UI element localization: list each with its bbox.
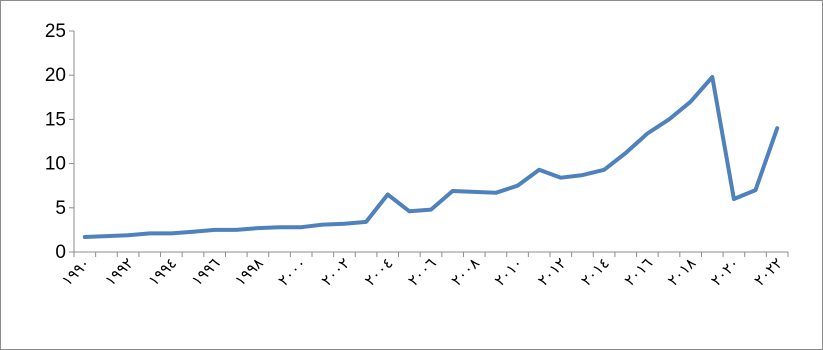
x-tick-label: ١٩٩٢ xyxy=(101,254,137,290)
x-tick-label: ٢٠١٢ xyxy=(534,254,570,290)
y-tick-label: 10 xyxy=(45,154,66,175)
x-tick-label: ٢٠٠٢ xyxy=(318,254,354,290)
series-group xyxy=(85,77,777,237)
x-tick-label: ٢٠٠٠ xyxy=(274,254,310,290)
x-tick-label: ٢٠٠٨ xyxy=(448,254,484,290)
x-tick-label: ٢٠١٤ xyxy=(577,254,613,290)
y-tick-label: 20 xyxy=(45,65,66,86)
x-tick-label: ١٩٩٨ xyxy=(231,254,267,290)
x-tick-label: ٢٠١٠ xyxy=(491,254,527,290)
y-tick-label: 5 xyxy=(55,198,66,219)
y-tick-label: 15 xyxy=(45,109,66,130)
series-line-0 xyxy=(85,77,777,237)
x-tick-label: ١٩٩٦ xyxy=(188,254,224,290)
y-axis: 0 5 10 15 20 25 xyxy=(45,21,74,263)
x-tick-label: ٢٠١٨ xyxy=(664,254,700,290)
x-axis: ١٩٩٠ ١٩٩٢ ١٩٩٤ ١٩٩٦ ١٩٩٨ ٢٠٠٠ ٢٠٠٢ ٢٠٠٤ ٢٠٠٦ ٢٠٠٨… xyxy=(58,252,788,290)
y-tick-label: 0 xyxy=(55,242,66,263)
x-tick-label: ٢٠٠٦ xyxy=(404,254,440,290)
x-tick-label: ٢٠١٦ xyxy=(621,254,657,290)
x-tick-label: ٢٠٢٠ xyxy=(707,254,743,290)
x-tick-label: ٢٠٠٤ xyxy=(361,254,397,290)
x-tick-label: ٢٠٢٢ xyxy=(750,254,786,290)
x-tick-label: ١٩٩٤ xyxy=(145,254,181,290)
y-tick-label: 25 xyxy=(45,21,66,42)
